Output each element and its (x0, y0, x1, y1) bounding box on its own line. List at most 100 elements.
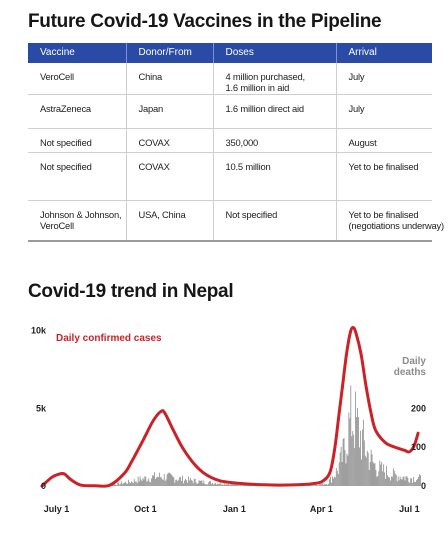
death-bar (156, 477, 157, 486)
death-bar (232, 483, 234, 486)
death-bar (145, 476, 147, 486)
death-bar (144, 476, 146, 486)
death-bar (197, 483, 199, 486)
death-bar (158, 472, 160, 486)
death-bar (375, 469, 377, 486)
daily-deaths-bars (96, 385, 421, 486)
death-bar (187, 482, 188, 486)
death-bar (130, 481, 132, 486)
x-tick-label: Jul 1 (399, 504, 420, 514)
death-bar (222, 484, 224, 486)
death-bar (168, 472, 170, 486)
death-bar (365, 457, 367, 486)
death-bar (344, 450, 346, 486)
death-bar (316, 485, 318, 486)
death-bar (395, 474, 397, 486)
death-bar (178, 479, 180, 486)
death-bar (408, 481, 410, 486)
death-bar (149, 481, 151, 486)
death-bar (399, 476, 401, 486)
death-bar (218, 483, 220, 486)
death-bar (200, 480, 202, 486)
death-bar (165, 479, 167, 486)
death-bar (350, 385, 352, 486)
death-bar (333, 476, 335, 486)
death-bar (328, 483, 329, 486)
death-bar (417, 479, 418, 486)
table-cell: China (126, 63, 214, 95)
daily-cases-line (40, 326, 420, 488)
death-bar (390, 480, 391, 486)
death-bar (339, 452, 341, 486)
death-bar (388, 477, 389, 486)
death-bar (324, 483, 326, 486)
death-bar (384, 472, 386, 486)
death-bar (113, 484, 115, 486)
death-bar (386, 465, 387, 486)
death-bar (321, 483, 323, 486)
death-bar (414, 481, 415, 486)
death-bar (245, 485, 246, 486)
death-bar (361, 459, 362, 486)
death-bar (346, 453, 348, 486)
right-tick-label: 100 (411, 442, 426, 452)
legend-daily-deaths: Daily deaths (394, 356, 427, 378)
death-bar (325, 484, 327, 486)
cell-text: Not specified (225, 208, 278, 220)
death-bar (207, 484, 209, 486)
death-bar (140, 479, 142, 486)
cell-text: China (138, 71, 163, 82)
cell-text: Not specified (40, 136, 92, 148)
death-bar (394, 473, 396, 486)
death-bar (133, 479, 135, 486)
death-bar (227, 483, 229, 486)
death-bar (234, 483, 236, 486)
table-row: VeroCell China 4 million purchased, 1.6 mil… (28, 63, 432, 95)
death-bar (406, 476, 408, 486)
right-tick-label: 200 (411, 403, 426, 413)
death-bar (132, 483, 134, 486)
death-bar (114, 484, 116, 486)
death-bar (359, 447, 360, 486)
death-bar (157, 476, 158, 486)
death-bar (150, 482, 152, 486)
death-bar (371, 454, 373, 486)
death-bar (367, 452, 369, 486)
death-bar (366, 450, 368, 486)
death-bar (189, 477, 191, 486)
death-bar (374, 463, 376, 486)
death-bar (220, 484, 222, 486)
death-bar (332, 476, 333, 486)
death-bar (188, 480, 190, 486)
table-cell: Yet to be finalised (336, 152, 432, 201)
death-bar (363, 440, 365, 486)
death-bar (217, 484, 219, 486)
death-bar (377, 475, 379, 486)
death-bar (315, 484, 317, 486)
death-bar (381, 461, 383, 486)
death-bar (407, 477, 409, 486)
table-cell: Not specified (28, 152, 127, 201)
cell-text: 4 million purchased, (225, 71, 306, 82)
death-bar (174, 482, 176, 486)
death-bar (326, 483, 328, 486)
death-bar (187, 476, 189, 486)
x-tick-label: Oct 1 (134, 504, 157, 514)
table-header-row: Vaccine Donor/From Doses Arrival (28, 43, 432, 63)
covid-trend-chart: 0 5k 10k 0 100 200 July 1 Oct 1 Jan 1 Apr 1 Jul … (31, 326, 427, 514)
death-bar (196, 483, 198, 486)
death-bar (128, 479, 129, 486)
death-bar (158, 477, 159, 486)
death-bar (117, 482, 119, 486)
death-bar (383, 464, 385, 486)
death-bar (155, 478, 156, 486)
death-bar (233, 484, 235, 486)
death-bar (229, 485, 231, 486)
table-cell: August (336, 128, 432, 153)
death-bar (146, 481, 148, 486)
death-bar (179, 477, 181, 486)
table-row: AstraZeneca Japan 1.6 million direct aid Ju… (28, 94, 432, 129)
death-bar (342, 439, 344, 486)
death-bar (198, 480, 200, 486)
death-bar (314, 485, 316, 486)
